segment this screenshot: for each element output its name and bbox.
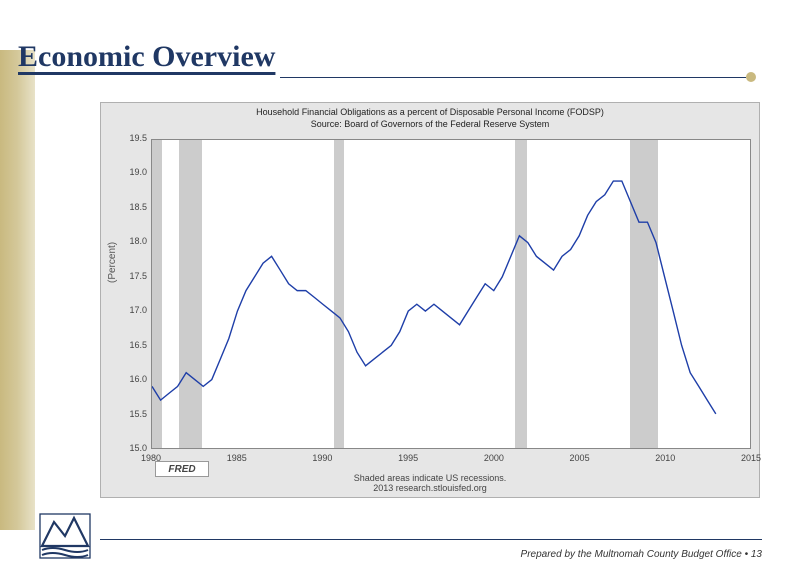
decorative-sidebar <box>0 50 35 530</box>
footer-bullet: • <box>745 549 749 560</box>
x-tick-label: 2015 <box>731 453 771 463</box>
footer-text: Prepared by the Multnomah County Budget … <box>521 549 762 560</box>
chart-footer-line2: 2013 research.stlouisfed.org <box>373 483 487 493</box>
footer-page-number: 13 <box>751 549 762 560</box>
chart-title-line2: Source: Board of Governors of the Federa… <box>311 119 550 129</box>
title-accent-dot <box>746 72 756 82</box>
y-tick-label: 16.0 <box>117 374 147 384</box>
line-chart-svg <box>152 140 750 448</box>
footer-rule <box>100 539 762 540</box>
y-tick-label: 19.5 <box>117 133 147 143</box>
y-tick-label: 15.5 <box>117 409 147 419</box>
y-tick-label: 18.5 <box>117 202 147 212</box>
footer-prepared-by: Prepared by the Multnomah County Budget … <box>521 549 742 560</box>
y-tick-label: 17.5 <box>117 271 147 281</box>
y-tick-label: 16.5 <box>117 340 147 350</box>
y-tick-label: 18.0 <box>117 236 147 246</box>
y-tick-label: 19.0 <box>117 167 147 177</box>
page-title: Economic Overview <box>18 40 275 74</box>
y-tick-label: 17.0 <box>117 305 147 315</box>
x-tick-label: 2010 <box>645 453 685 463</box>
x-tick-label: 1985 <box>217 453 257 463</box>
chart-title-line1: Household Financial Obligations as a per… <box>256 107 604 117</box>
chart-footer-line1: Shaded areas indicate US recessions. <box>354 473 507 483</box>
county-logo-icon <box>38 508 92 562</box>
x-tick-label: 1990 <box>302 453 342 463</box>
data-series-line <box>152 181 716 414</box>
y-tick-label: 15.0 <box>117 443 147 453</box>
chart-title: Household Financial Obligations as a per… <box>101 103 759 130</box>
title-underline <box>280 77 746 78</box>
x-tick-label: 2005 <box>560 453 600 463</box>
chart-container: Household Financial Obligations as a per… <box>100 102 760 498</box>
x-tick-label: 2000 <box>474 453 514 463</box>
x-tick-label: 1995 <box>388 453 428 463</box>
plot-area <box>151 139 751 449</box>
chart-footer: Shaded areas indicate US recessions. 201… <box>101 473 759 493</box>
